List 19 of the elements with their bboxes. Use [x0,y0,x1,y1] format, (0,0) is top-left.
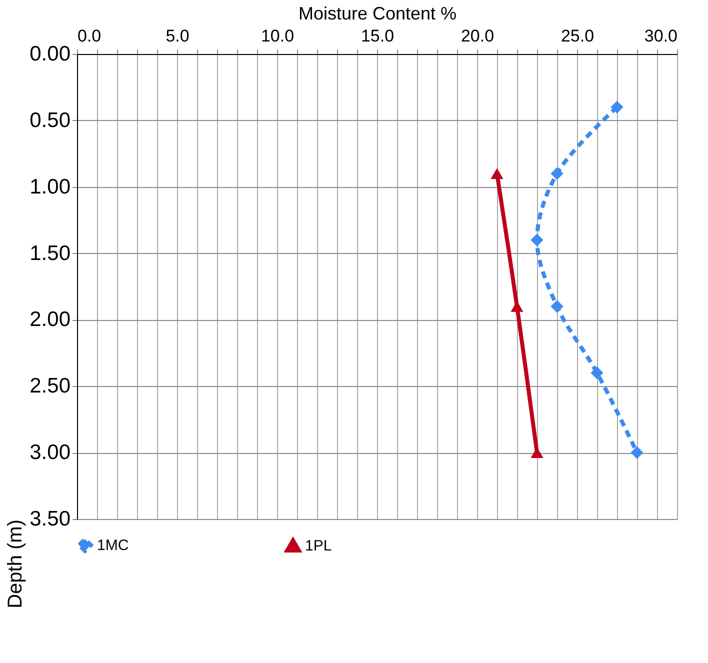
x-axis-title: Moisture Content % [298,4,457,24]
x-tick-label: 20.0 [460,26,494,46]
x-tick-label: 0.0 [78,26,102,46]
x-tick-label: 10.0 [260,26,294,46]
x-tick-label: 30.0 [644,26,678,46]
y-tick-label: 1.00 [30,175,70,198]
y-tick-label: 0.00 [30,42,70,66]
x-tick-label: 5.0 [166,26,190,46]
legend-label: 1MC [97,537,129,554]
y-tick-label: 2.50 [30,374,70,398]
x-tick-label: 15.0 [360,26,394,46]
y-axis-title: Depth (m) [4,520,27,608]
y-tick-label: 3.50 [30,508,70,530]
y-tick-label: 3.00 [30,441,70,464]
y-tick-label: 1.50 [30,242,70,265]
y-tick-label: 0.50 [30,108,70,132]
legend-label: 1PL [305,537,332,554]
x-tick-label: 25.0 [560,26,594,46]
y-tick-label: 2.00 [30,308,70,332]
